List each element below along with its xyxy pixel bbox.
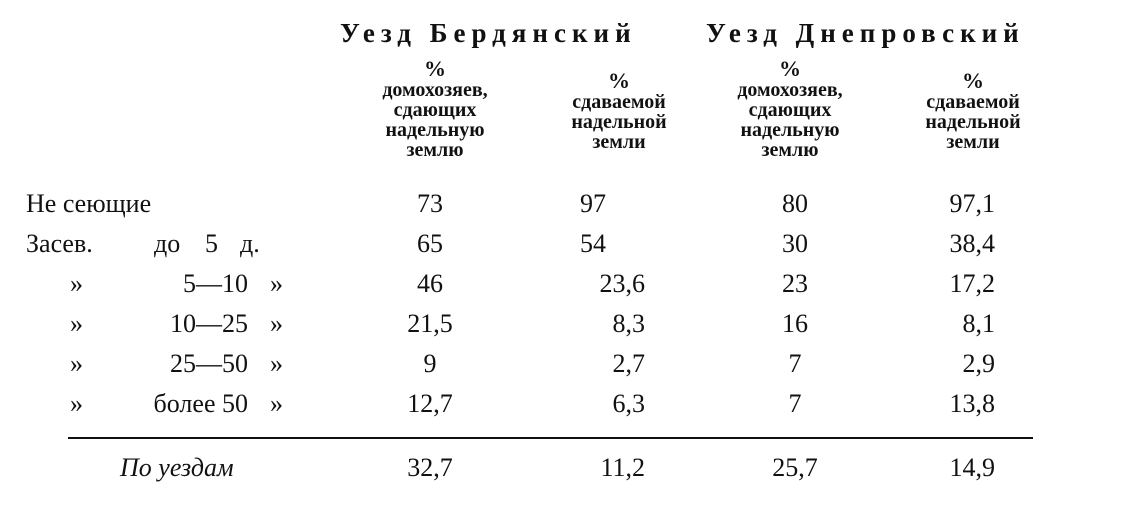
table-cell: 6,3 <box>612 389 646 418</box>
column-header-text: сдаваемой надельной земли <box>925 91 1021 153</box>
column-header-households-berdyansk: % домохозяев, сдающих надельную землю <box>350 56 520 161</box>
table-cell: 2,9 <box>962 349 996 378</box>
table-cell: 32,7 <box>407 453 453 482</box>
ditto-mark: » <box>270 349 283 378</box>
table-row: » 5—10 » 46 23,6 23 17,2 <box>0 266 1132 302</box>
table-cell: 38,4 <box>949 229 996 258</box>
column-header-text: сдаваемой надельной земли <box>571 91 667 153</box>
column-header-land-dneprovsk: % сдаваемой надельной земли <box>888 68 1058 153</box>
row-label-unit: д. <box>240 229 260 258</box>
row-label-prefix: Засев. <box>26 229 93 258</box>
percent-sign: % <box>962 68 984 93</box>
column-header-households-dneprovsk: % домохозяев, сдающих надельную землю <box>705 56 875 161</box>
column-header-land-berdyansk: % сдаваемой надельной земли <box>534 68 704 153</box>
table-row: » 10—25 » 21,5 8,3 16 8,1 <box>0 306 1132 342</box>
ditto-mark: » <box>270 269 283 298</box>
table-cell: 16 <box>782 309 808 338</box>
table-row-total: По уездам 32,7 11,2 25,7 14,9 <box>0 450 1132 486</box>
table-cell: 9 <box>423 349 437 378</box>
table-cell: 12,7 <box>407 389 453 418</box>
table-cell: 17,2 <box>949 269 996 298</box>
total-divider-line <box>68 437 1033 439</box>
row-label-range: 5—10 <box>183 269 248 298</box>
column-header-text: домохозяев, сдающих надельную землю <box>382 79 488 161</box>
table-cell: 80 <box>782 189 808 218</box>
table-row: Засев. до 5 д. 65 54 30 38,4 <box>0 226 1132 262</box>
row-label-range: 10—25 <box>170 309 248 338</box>
table-cell: 30 <box>782 229 808 258</box>
table-cell: 46 <box>417 269 443 298</box>
row-label-do: до <box>154 229 181 258</box>
ditto-mark: » <box>270 309 283 338</box>
row-label-range: 25—50 <box>170 349 248 378</box>
table-cell: 2,7 <box>612 349 646 378</box>
table-cell: 73 <box>417 189 443 218</box>
ditto-mark: » <box>70 269 83 298</box>
district-dneprovsk-title: Уезд Днепровский <box>706 18 1025 48</box>
table-cell: 54 <box>580 229 606 258</box>
row-label-number: 5 <box>205 229 218 258</box>
table-row: Не сеющие 73 97 80 97,1 <box>0 186 1132 222</box>
column-header-text: домохозяев, сдающих надельную землю <box>737 79 843 161</box>
table-row: » более 50 » 12,7 6,3 7 13,8 <box>0 386 1132 422</box>
row-label-range: более 50 <box>153 389 248 418</box>
ditto-mark: » <box>270 389 283 418</box>
percent-sign: % <box>424 56 446 81</box>
table-cell: 21,5 <box>407 309 453 338</box>
table-row: » 25—50 » 9 2,7 7 2,9 <box>0 346 1132 382</box>
ditto-mark: » <box>70 389 83 418</box>
table-cell: 65 <box>417 229 443 258</box>
ditto-mark: » <box>70 309 83 338</box>
row-label: Не сеющие <box>26 189 152 218</box>
table-cell: 23,6 <box>599 269 646 298</box>
table-cell: 13,8 <box>949 389 996 418</box>
table-cell: 97 <box>580 189 606 218</box>
table-cell: 25,7 <box>772 453 818 482</box>
table-cell: 11,2 <box>600 453 645 482</box>
table-cell: 14,9 <box>949 453 996 482</box>
table-cell: 23 <box>782 269 808 298</box>
table-cell: 8,3 <box>612 309 646 338</box>
table-cell: 7 <box>788 349 802 378</box>
district-berdyansk-title: Уезд Бердянский <box>340 18 637 48</box>
table-cell: 97,1 <box>949 189 996 218</box>
ditto-mark: » <box>70 349 83 378</box>
percent-sign: % <box>608 68 630 93</box>
percent-sign: % <box>779 56 801 81</box>
table-cell: 7 <box>788 389 802 418</box>
table-cell: 8,1 <box>962 309 996 338</box>
total-row-label: По уездам <box>120 453 234 482</box>
